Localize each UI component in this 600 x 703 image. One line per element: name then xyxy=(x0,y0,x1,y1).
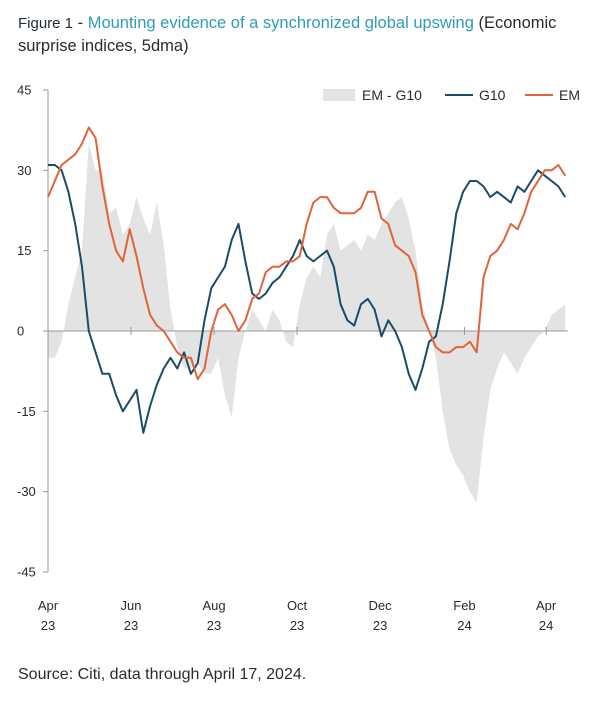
x-tick-label: Apr xyxy=(536,598,557,613)
x-tick-label-year: 23 xyxy=(373,618,387,633)
x-tick-label-year: 24 xyxy=(539,618,553,633)
x-tick-label: Dec xyxy=(369,598,393,613)
x-tick-label: Oct xyxy=(287,598,308,613)
surprise-index-chart: 45 30 15 0 -15 -30 -45 Apr 23 Jun 23 Aug 23 Oct 23 Dec 2… xyxy=(17,83,580,634)
chart-title: Figure 1 - Mounting evidence of a synchr… xyxy=(18,12,588,58)
y-tick-label: -15 xyxy=(17,404,36,419)
source-note: Source: Citi, data through April 17, 202… xyxy=(18,666,307,683)
figure-label: Figure 1 xyxy=(18,15,74,32)
legend-swatch-em-g10 xyxy=(323,89,355,101)
y-tick-label: 30 xyxy=(17,163,31,178)
x-tick-label-year: 23 xyxy=(41,618,55,633)
y-tick-label: -30 xyxy=(17,484,36,499)
legend-label-em-g10: EM - G10 xyxy=(362,87,422,103)
y-tick-label: 15 xyxy=(17,243,31,258)
chart-subtitle: (Economic surprise indices, 5dma) xyxy=(18,14,557,55)
x-tick-label-year: 23 xyxy=(207,618,221,633)
x-tick-label: Feb xyxy=(453,598,475,613)
x-tick-label-year: 23 xyxy=(124,618,138,633)
x-tick-label: Aug xyxy=(202,598,225,613)
chart-main-title: Mounting evidence of a synchronized glob… xyxy=(87,14,474,32)
x-tick-label: Apr xyxy=(38,598,59,613)
y-tick-label: 45 xyxy=(17,83,31,98)
x-tick-label-year: 23 xyxy=(290,618,304,633)
x-tick-label: Jun xyxy=(121,598,142,613)
legend-label-em: EM xyxy=(559,87,580,103)
series-line-g10 xyxy=(48,164,567,434)
y-tick-label: 0 xyxy=(17,324,24,339)
series-area-em-g10 xyxy=(48,143,566,503)
series-line-em xyxy=(47,126,567,381)
title-separator: - xyxy=(73,14,88,32)
legend-label-g10: G10 xyxy=(479,87,506,103)
y-tick-label: -45 xyxy=(17,565,36,580)
x-tick-label-year: 24 xyxy=(457,618,471,633)
